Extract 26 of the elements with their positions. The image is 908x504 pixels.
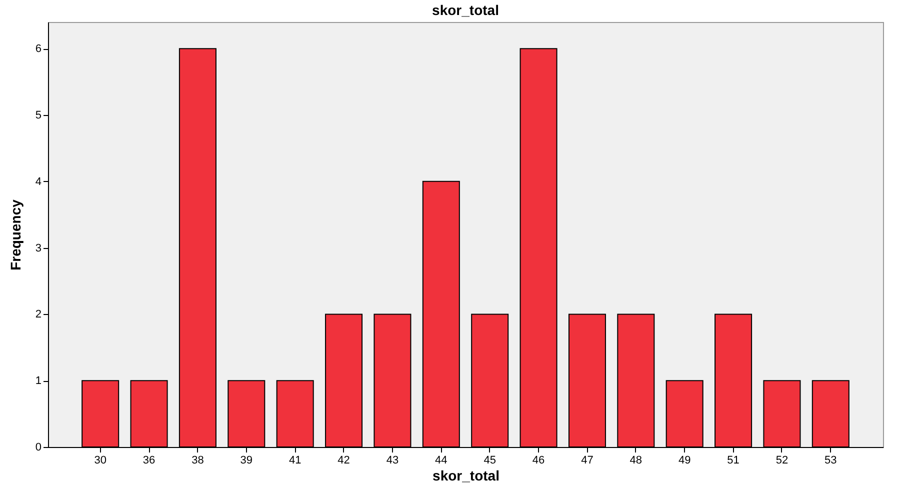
x-tick-label: 39 bbox=[240, 454, 253, 466]
x-tick-label: 53 bbox=[824, 454, 837, 466]
chart-title: skor_total bbox=[432, 2, 499, 18]
x-tick-label: 49 bbox=[678, 454, 691, 466]
x-tick-label: 48 bbox=[630, 454, 642, 466]
x-tick-label: 52 bbox=[776, 454, 788, 466]
x-tick-label: 51 bbox=[727, 454, 740, 466]
y-axis-title: Frequency bbox=[7, 199, 24, 270]
x-tick-label: 38 bbox=[192, 454, 204, 466]
x-tick-label: 47 bbox=[581, 454, 594, 466]
x-axis-title: skor_total bbox=[432, 468, 500, 484]
y-tick-label: 1 bbox=[35, 375, 42, 388]
y-tick-label: 3 bbox=[35, 242, 42, 254]
x-tick-label: 36 bbox=[142, 454, 156, 466]
x-tick-label: 42 bbox=[338, 454, 350, 466]
x-tick-label: 45 bbox=[484, 454, 496, 466]
x-tick-label: 41 bbox=[288, 454, 302, 466]
x-tick-label: 30 bbox=[94, 454, 106, 466]
y-tick-label: 2 bbox=[35, 308, 42, 321]
y-tick-label: 0 bbox=[35, 442, 42, 454]
y-tick-label: 4 bbox=[35, 176, 42, 188]
x-tick-label: 46 bbox=[532, 454, 545, 466]
y-tick-label: 6 bbox=[35, 43, 42, 56]
y-tick-label: 5 bbox=[35, 109, 42, 122]
x-tick-label: 44 bbox=[435, 454, 448, 466]
x-tick-label: 43 bbox=[386, 454, 399, 466]
